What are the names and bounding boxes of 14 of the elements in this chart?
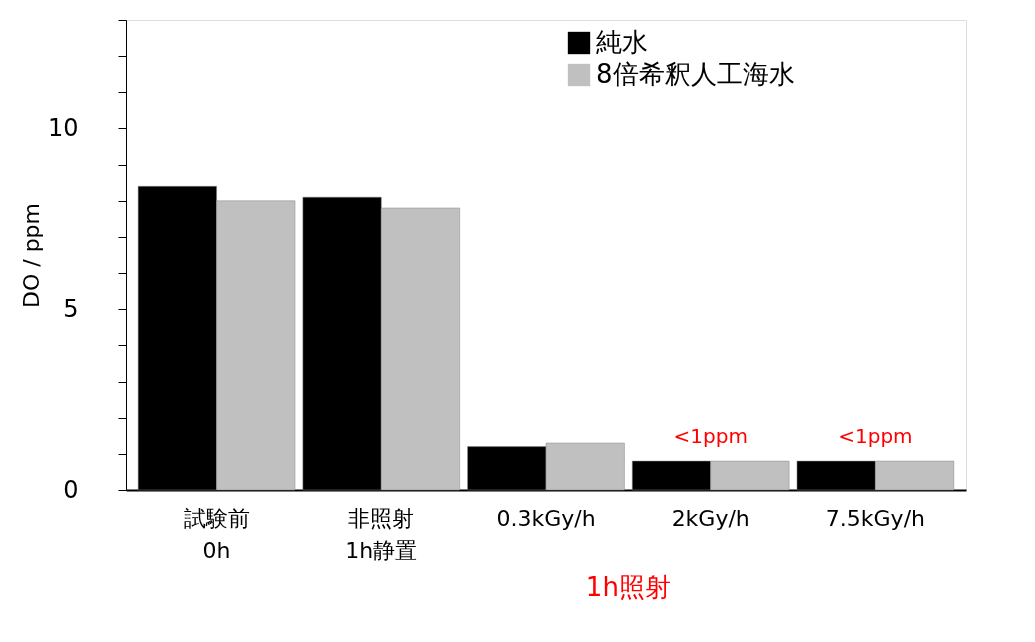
y-axis-title: DO / ppm <box>18 202 44 309</box>
y-tick-label: 10 <box>47 113 79 142</box>
text: 1h照射 <box>585 572 671 602</box>
x-tick-label: 2kGy/h <box>671 505 750 531</box>
y-tick-label: 5 <box>63 294 79 323</box>
legend-label: 純水 <box>596 27 648 57</box>
x-tick-label: 試験前 0h <box>183 505 250 563</box>
annotation: <1ppm <box>838 424 913 449</box>
legend-label: 8倍希釈人工海水 <box>596 59 795 89</box>
y-tick-label: 0 <box>63 475 79 504</box>
x-tick-label: 7.5kGy/h <box>825 505 925 531</box>
x-tick-label: 非照射 1h静置 <box>345 505 418 563</box>
annotation: <1ppm <box>673 424 748 449</box>
x-tick-label: 0.3kGy/h <box>496 505 596 531</box>
